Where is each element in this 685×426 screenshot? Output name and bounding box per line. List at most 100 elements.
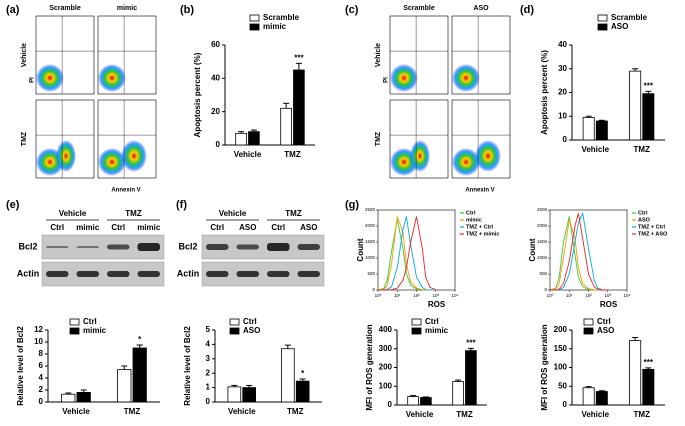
- legend-label: Scramble: [263, 13, 300, 22]
- y-tick-label: 2000: [365, 223, 376, 228]
- bar: [595, 391, 608, 406]
- x-tick-label: 10⁰: [375, 293, 382, 298]
- histogram-curve: [378, 216, 436, 291]
- bar: [76, 391, 91, 403]
- x-tick-label: TMZ: [284, 150, 301, 159]
- legend-label: ASO: [638, 217, 651, 223]
- y-tick-label: 0: [216, 140, 221, 149]
- legend-label: TMZ + Ctrl: [466, 224, 494, 230]
- x-tick-label: 10¹: [566, 293, 573, 298]
- y-tick-label: 6: [39, 361, 44, 370]
- bar: [61, 393, 76, 403]
- bar: [407, 396, 419, 406]
- legend-label: mimic: [425, 326, 449, 335]
- group-label: TMZ: [285, 209, 302, 218]
- legend-label: TMZ + mimic: [466, 231, 499, 237]
- lane-label: Ctrl: [210, 223, 224, 232]
- bar: [629, 70, 642, 141]
- y-tick-label: 4: [206, 340, 211, 349]
- y-tick-label: 0: [39, 397, 44, 406]
- bar: [629, 340, 642, 406]
- x-axis-label: ROS: [428, 300, 446, 309]
- y-axis-label: Apoptosis percent (%): [193, 52, 202, 137]
- bar: [280, 107, 292, 146]
- bar: [642, 368, 655, 406]
- bar: [235, 132, 247, 146]
- x-tick-label: 10¹: [394, 293, 401, 298]
- bar: [642, 93, 655, 141]
- y-tick-label: 50: [558, 381, 567, 390]
- protein-label: Actin: [177, 268, 200, 278]
- protein-label: Actin: [17, 268, 40, 278]
- protein-label: Bcl2: [18, 241, 37, 251]
- cell-cluster: [121, 140, 147, 172]
- axis-label: PI: [30, 77, 36, 83]
- significance: *: [301, 369, 305, 378]
- y-tick-label: 500: [367, 271, 375, 276]
- x-tick-label: 10⁴: [452, 293, 459, 298]
- y-tick-label: 300: [379, 344, 393, 353]
- legend-swatch: [69, 318, 80, 326]
- x-tick-label: 10⁰: [547, 293, 554, 298]
- significance: *: [138, 335, 142, 344]
- y-tick-label: 10: [34, 337, 43, 346]
- legend-label: mimic: [263, 22, 287, 31]
- histogram-curve: [377, 216, 436, 291]
- legend-swatch: [229, 318, 240, 326]
- group-label: Vehicle: [59, 209, 87, 218]
- y-tick-label: 0: [372, 287, 375, 292]
- panel-label: (b): [180, 4, 194, 16]
- x-tick-label: Vehicle: [228, 407, 256, 416]
- significance: ***: [466, 338, 476, 347]
- y-tick-label: 40: [558, 40, 567, 49]
- band: [46, 271, 69, 277]
- legend-label: ASO: [243, 326, 260, 335]
- bar: [582, 387, 595, 406]
- y-tick-label: 1500: [537, 239, 548, 244]
- y-tick-label: 12: [34, 325, 43, 334]
- panel-label: (d): [520, 4, 534, 16]
- legend-swatch: [249, 14, 260, 22]
- lane-label: Ctrl: [111, 223, 125, 232]
- legend-label: ASO: [611, 22, 628, 31]
- y-tick-label: 40: [211, 73, 220, 82]
- y-tick-label: 20: [558, 88, 567, 97]
- band: [76, 246, 99, 248]
- x-tick-label: Vehicle: [581, 410, 609, 419]
- legend-label: mimic: [83, 326, 107, 335]
- legend-swatch: [69, 327, 80, 335]
- x-tick-label: Vehicle: [406, 410, 434, 419]
- y-tick-label: 1000: [365, 255, 376, 260]
- band: [46, 246, 69, 248]
- lane-label: Ctrl: [50, 223, 64, 232]
- band: [137, 271, 160, 277]
- cell-cluster: [452, 148, 480, 176]
- band: [236, 271, 259, 277]
- x-tick-label: Vehicle: [234, 150, 262, 159]
- x-axis-label: ROS: [600, 300, 618, 309]
- legend-label: Ctrl: [466, 210, 476, 216]
- y-tick-label: 2000: [537, 223, 548, 228]
- y-tick-label: 0: [388, 400, 393, 409]
- y-tick-label: 0: [563, 400, 568, 409]
- band: [267, 243, 290, 251]
- cell-cluster: [475, 140, 501, 172]
- axis-label: Annexin V: [111, 188, 140, 194]
- y-axis-label: MFI of ROS generation: [540, 324, 549, 410]
- y-tick-label: 1: [206, 383, 211, 392]
- y-tick-label: 2: [206, 368, 211, 377]
- cell-cluster: [56, 140, 76, 172]
- legend-label: ASO: [597, 326, 614, 335]
- x-tick-label: 10³: [604, 293, 611, 298]
- band: [76, 271, 99, 277]
- band: [236, 244, 259, 250]
- y-tick-label: 200: [379, 363, 393, 372]
- axis-label: Annexin V: [465, 188, 494, 194]
- bar: [242, 387, 256, 403]
- group-label: Vehicle: [219, 209, 247, 218]
- cell-cluster: [410, 140, 430, 172]
- legend-swatch: [229, 327, 240, 335]
- x-tick-label: Vehicle: [581, 145, 609, 154]
- bar: [293, 69, 305, 146]
- significance: ***: [644, 358, 654, 367]
